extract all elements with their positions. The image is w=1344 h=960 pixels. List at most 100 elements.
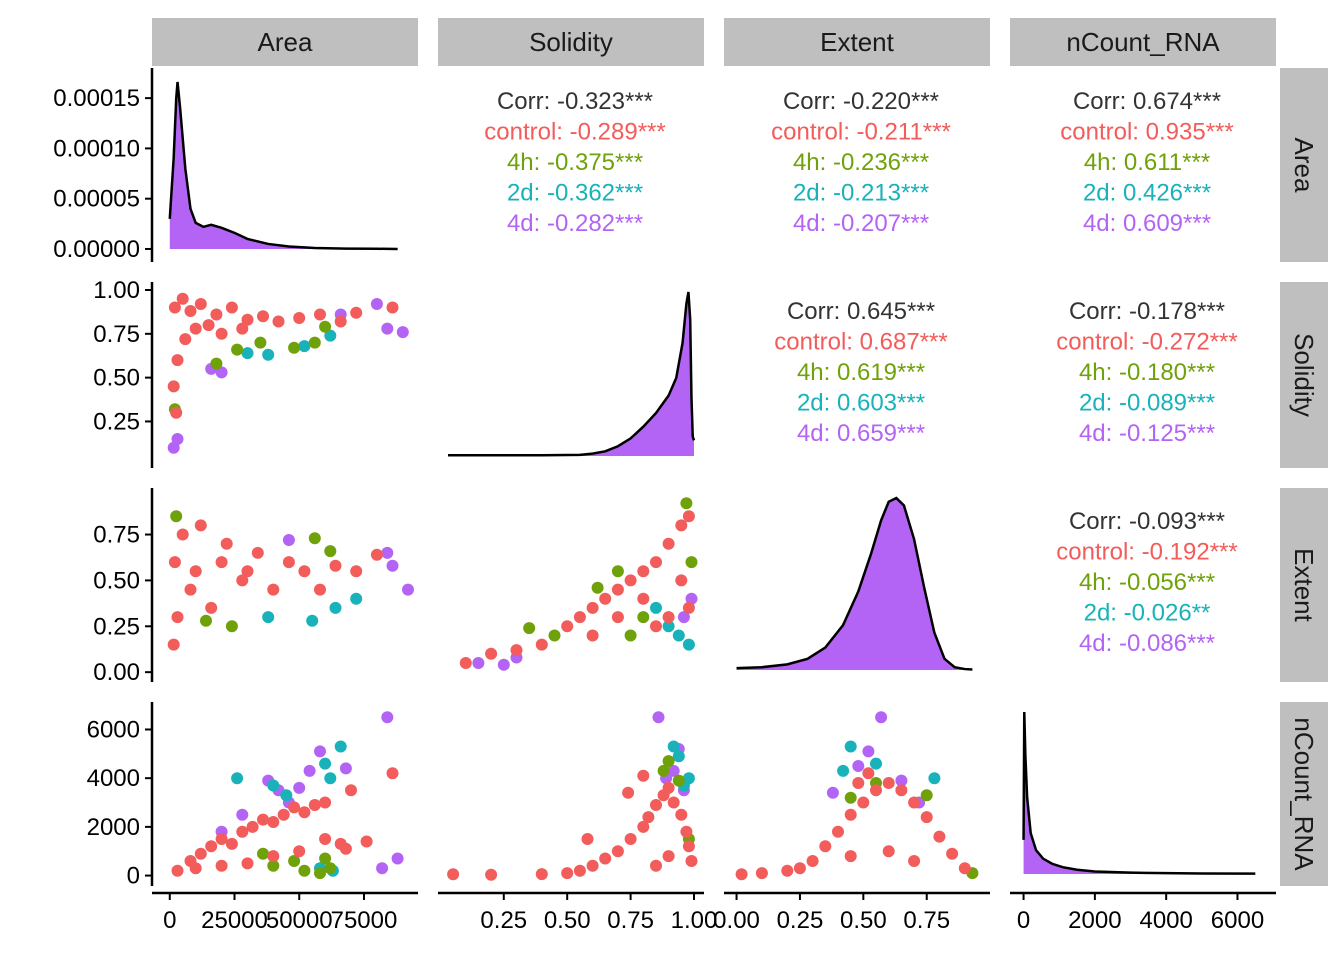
y-tick-label: 0.75 xyxy=(93,522,140,549)
axes: 0.000000.000050.000100.000150.250.500.75… xyxy=(53,68,1276,934)
y-axis-area: 0.00000 0.00005 0.00010 0.00015 xyxy=(53,68,154,263)
x-tick-label: 2000 xyxy=(1068,907,1121,934)
point-control xyxy=(257,813,269,826)
y-tick-label: 4000 xyxy=(87,765,140,792)
corr-line: 4h: -0.375*** xyxy=(507,149,643,176)
point-4h xyxy=(319,320,332,333)
strip-label: Solidity xyxy=(1289,333,1319,417)
point-control xyxy=(946,847,959,860)
point-4h xyxy=(210,357,223,370)
point-4h xyxy=(657,764,670,777)
point-4d xyxy=(215,366,228,379)
x-tick-label: 6000 xyxy=(1211,907,1264,934)
y-tick-label: 0 xyxy=(127,863,140,890)
corr-panel-solidity-ncount-rna: Corr: -0.178*** control: -0.272*** 4h: -0.… xyxy=(1056,298,1237,447)
point-control xyxy=(298,806,311,819)
point-4h xyxy=(288,855,301,867)
point-control xyxy=(882,777,895,789)
point-control xyxy=(755,867,768,880)
corr-line: 4h: -0.236*** xyxy=(793,149,929,176)
point-4d xyxy=(381,711,394,724)
y-tick-label: 0.00005 xyxy=(53,186,140,213)
corr-line: 2d: -0.026** xyxy=(1084,600,1211,627)
point-control xyxy=(650,556,662,569)
density-fill-4d xyxy=(1023,712,1256,874)
point-4h xyxy=(308,532,321,545)
point-control xyxy=(210,308,223,321)
point-4d xyxy=(236,808,249,821)
point-4d xyxy=(370,298,383,310)
point-4d xyxy=(376,862,389,875)
point-4d xyxy=(685,592,698,605)
point-4d xyxy=(396,326,409,339)
point-control xyxy=(675,574,688,587)
point-control xyxy=(857,796,870,809)
point-control xyxy=(662,611,675,624)
point-4h xyxy=(680,497,693,510)
corr-line: control: -0.192*** xyxy=(1056,539,1237,566)
point-4h xyxy=(298,864,311,877)
point-control xyxy=(220,537,233,550)
corr-line: 4h: 0.611*** xyxy=(1084,149,1210,176)
x-tick-label: 0.25 xyxy=(480,907,527,934)
x-tick-label: 25000 xyxy=(201,907,268,934)
point-4d xyxy=(826,786,839,799)
point-4h xyxy=(624,629,637,642)
point-control xyxy=(319,796,332,809)
corr-line: 4h: -0.180*** xyxy=(1079,359,1215,386)
point-4h xyxy=(523,622,536,635)
point-4d xyxy=(472,657,485,669)
point-control xyxy=(215,833,228,845)
point-control xyxy=(611,583,624,596)
point-control xyxy=(179,333,192,346)
density-line xyxy=(736,496,973,671)
x-axis-extent: 0.00 0.25 0.50 0.75 xyxy=(713,891,990,934)
point-control xyxy=(171,354,184,367)
point-control xyxy=(176,292,189,305)
point-control xyxy=(350,306,363,319)
point-control xyxy=(314,583,326,596)
point-2d xyxy=(231,772,244,785)
corr-line: control: 0.687*** xyxy=(774,329,947,356)
point-2d xyxy=(262,611,275,624)
y-axis-solidity: 0.25 0.50 0.75 1.00 xyxy=(93,277,154,468)
point-2d xyxy=(662,620,675,633)
strip-background xyxy=(438,18,704,66)
point-2d xyxy=(350,592,363,605)
point-4d xyxy=(667,764,680,777)
corr-line: 2d: -0.362*** xyxy=(507,180,643,207)
strip-background xyxy=(1280,68,1328,262)
point-control xyxy=(599,592,612,605)
y-tick-label: 0.00 xyxy=(93,659,140,686)
point-4h xyxy=(170,510,183,523)
point-control xyxy=(345,784,357,797)
point-2d xyxy=(319,757,332,770)
corr-line: 2d: -0.089*** xyxy=(1079,390,1215,417)
point-control xyxy=(637,592,650,605)
x-tick-label: 0.50 xyxy=(840,907,887,934)
point-control xyxy=(586,859,599,872)
point-4d xyxy=(862,745,875,758)
corr-line: Corr: 0.674*** xyxy=(1073,88,1221,115)
corr-line: 4h: 0.619*** xyxy=(797,359,925,386)
point-control xyxy=(958,862,971,875)
corr-line: control: -0.272*** xyxy=(1056,329,1237,356)
point-control xyxy=(176,528,189,541)
point-control xyxy=(370,548,383,561)
point-control xyxy=(215,556,228,569)
corr-panel-extent-ncount-rna: Corr: -0.093*** control: -0.192*** 4h: -0.… xyxy=(1056,508,1237,657)
point-control xyxy=(650,859,662,872)
point-control xyxy=(819,840,832,853)
point-4h xyxy=(288,341,301,354)
point-4d xyxy=(895,774,908,787)
corr-line: 4d: -0.207*** xyxy=(793,210,929,237)
column-strips: Area Solidity Extent nCount_RNA xyxy=(152,18,1276,66)
strip-background xyxy=(1010,18,1276,66)
point-control xyxy=(862,767,875,780)
x-tick-label: 75000 xyxy=(331,907,398,934)
y-tick-label: 1.00 xyxy=(93,277,140,304)
point-control xyxy=(561,620,574,633)
point-control xyxy=(236,322,249,335)
point-control xyxy=(205,840,218,853)
